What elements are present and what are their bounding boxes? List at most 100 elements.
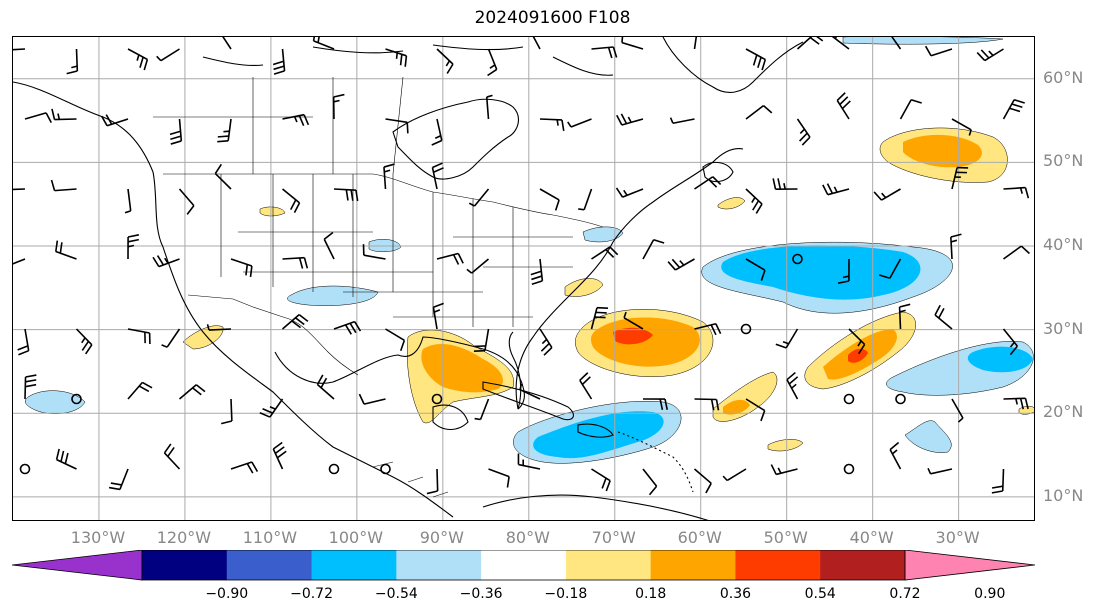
coastline-greenland-south: [662, 37, 804, 93]
wind-barb: [669, 117, 695, 125]
longitude-label: 110°W: [242, 528, 298, 547]
anomaly-positive-west-africa-orange: [723, 399, 750, 415]
wind-barb: [642, 468, 658, 496]
wind-barb: [1003, 186, 1030, 199]
colorbar-tick-label: 0.72: [889, 586, 921, 602]
wind-barb: [488, 468, 510, 488]
border-canada-provinces: [153, 76, 404, 175]
colorbar-extend-low: [12, 550, 143, 581]
longitude-label: 120°W: [156, 528, 212, 547]
wind-barb: [75, 328, 93, 355]
wind-barb: [623, 311, 644, 330]
calm-wind-marker: [843, 393, 855, 405]
coastline-yucatan: [432, 404, 469, 431]
wind-barb: [13, 48, 26, 51]
longitude-label: 90°W: [419, 528, 464, 547]
colorbar-tick-label: 0.18: [635, 586, 667, 602]
longitude-label: 80°W: [505, 528, 550, 547]
calm-wind-marker: [740, 323, 752, 335]
anomaly-negative-pacific: [25, 390, 86, 414]
wind-barb: [873, 188, 901, 201]
longitude-label: 50°W: [763, 528, 808, 547]
colorbar-tick-label: 0.90: [974, 586, 1006, 602]
colorbar-tick-label: −0.18: [544, 586, 588, 602]
wind-barb: [217, 118, 232, 143]
anomaly-negative-azores: [904, 420, 952, 453]
longitude-label: 30°W: [935, 528, 980, 547]
wind-barb: [358, 393, 386, 405]
wind-barb: [333, 320, 362, 335]
wind-barb: [222, 37, 232, 50]
colorbar-segment: [735, 550, 821, 580]
calm-wind-marker: [328, 463, 340, 475]
colorbar-tick-label: 0.36: [719, 586, 752, 602]
anomaly-positive-mexico: [182, 325, 224, 350]
colorbar-segment: [396, 550, 482, 580]
colorbar-tick-label: −0.36: [459, 586, 503, 602]
longitude-label: 130°W: [70, 528, 126, 547]
wind-barb: [745, 398, 766, 422]
anomaly-negative-newengland: [582, 226, 624, 243]
wind-barb: [745, 48, 767, 71]
latitude-label: 10°N: [1043, 485, 1084, 505]
wind-barb: [100, 114, 129, 127]
wind-barb: [667, 258, 695, 271]
wind-barb: [694, 176, 722, 190]
wind-barb: [693, 37, 698, 50]
map-plot: [13, 37, 1034, 520]
wind-barb: [1002, 99, 1025, 120]
wind-barb: [837, 258, 850, 284]
wind-barb: [108, 468, 129, 491]
colorbar-segment: [226, 550, 313, 580]
wind-barb: [272, 48, 286, 75]
calm-wind-marker: [792, 253, 803, 265]
wind-barb: [899, 98, 922, 120]
graticule: [13, 37, 1034, 520]
wind-barb: [124, 188, 132, 214]
wind-barb: [383, 163, 395, 190]
wind-barb: [775, 328, 799, 349]
wind-barb: [621, 37, 644, 50]
wind-barb: [385, 48, 408, 67]
wind-barb: [55, 448, 77, 470]
anomaly-positive-atlantic-1-red: [613, 327, 653, 345]
wind-barb: [127, 328, 151, 344]
wind-barb: [127, 234, 140, 260]
wind-barb: [436, 48, 454, 74]
colorbar-segment: [820, 550, 906, 580]
border-us-mexico: [187, 294, 359, 376]
map-title: 2024091600 F108: [474, 8, 631, 28]
wind-barb: [1002, 328, 1018, 356]
calm-wind-marker: [19, 463, 31, 475]
wind-barb: [1003, 245, 1030, 260]
wind-barb: [722, 468, 747, 482]
wind-barb: [796, 37, 824, 50]
wind-barb: [539, 188, 560, 211]
wind-barb: [642, 398, 669, 410]
calm-wind-marker: [380, 463, 391, 475]
calm-wind-marker: [71, 393, 82, 405]
wind-barb: [745, 188, 763, 214]
latitude-label: 60°N: [1043, 67, 1084, 87]
anomaly-negative-north: [842, 37, 1004, 45]
anomaly-positive-west-africa: [712, 371, 778, 422]
wind-barb: [991, 468, 1005, 494]
wind-barb: [51, 108, 77, 121]
wind-barb: [579, 372, 593, 400]
wind-barb: [770, 464, 798, 476]
colorbar: [12, 550, 1035, 581]
wind-barb: [13, 188, 26, 191]
wind-barb: [152, 255, 180, 268]
wind-barb: [431, 162, 444, 190]
wind-barb: [831, 37, 850, 50]
wind-barb: [17, 328, 30, 356]
longitude-label: 70°W: [591, 528, 636, 547]
political-borders: [153, 76, 604, 498]
wind-barb: [519, 383, 541, 400]
wind-barb: [161, 328, 181, 348]
wind-barb: [1003, 397, 1029, 410]
wind-barb: [385, 328, 406, 351]
wind-barb: [230, 258, 253, 278]
wind-barb: [474, 398, 490, 421]
wind-barb: [889, 441, 902, 470]
